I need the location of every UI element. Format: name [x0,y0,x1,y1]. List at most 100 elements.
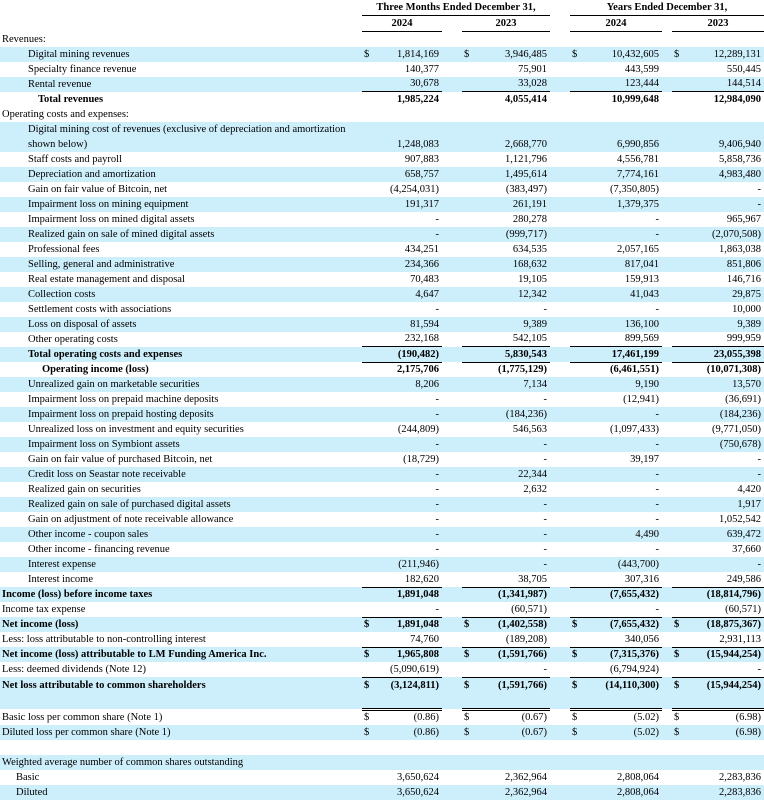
column-gap [550,362,571,377]
currency-symbol: $ [672,646,683,662]
currency-symbol [462,557,472,572]
column-gap [442,632,462,647]
column-gap [662,677,673,709]
currency-symbol [672,166,683,182]
column-gap [662,542,673,557]
table-row: Staff costs and payroll 907,883 1,121,796 4… [0,151,764,167]
currency-symbol [462,740,472,755]
currency-symbol [570,557,583,572]
value-cell: 634,535 [512,243,548,255]
value-cell: - [655,514,660,525]
value-cell: 168,632 [472,256,551,272]
currency-symbol [362,152,372,167]
period-header-row: Three Months Ended December 31, Years En… [0,0,764,16]
value-cell: 1,121,796 [505,153,548,165]
column-gap [662,709,673,725]
currency-symbol [462,452,472,467]
currency-symbol [362,602,372,617]
value-cell: 249,586 [726,573,762,585]
row-label: Loss on disposal of assets [0,316,362,332]
value-cell [682,740,764,755]
value-cell: 8,206 [372,377,442,392]
column-gap [442,377,462,392]
column-gap [662,587,673,602]
currency-symbol [672,316,683,332]
currency-symbol [570,602,582,617]
currency-symbol: $ [462,46,472,62]
value-cell: (6.98) [735,712,762,723]
column-gap [550,662,571,677]
currency-symbol [570,272,582,287]
currency-symbol [570,182,582,197]
value-cell [372,755,442,770]
column-gap [442,542,462,557]
row-label: Settlement costs with associations [28,303,172,315]
table-row: Specialty finance revenue 140,377 75,901 44… [0,61,764,77]
currency-symbol [362,166,372,182]
year-header-row: 2024 2023 2024 2023 [0,15,764,32]
currency-symbol: $ [570,725,583,740]
value-cell: 6,990,856 [582,121,663,152]
currency-symbol: $ [462,676,472,711]
column-gap [550,76,571,92]
column-gap [442,709,462,725]
value-cell: 3,650,624 [397,772,439,783]
value-cell: 74,760 [410,633,439,645]
row-label: Digital mining revenues [0,46,362,62]
currency-symbol [672,286,683,302]
column-gap [550,392,571,407]
column-gap [550,271,571,287]
table-row: Income (loss) before income taxes 1,891,0… [0,586,764,602]
value-cell: - [372,407,442,422]
value-cell: 2,283,836 [719,772,762,783]
currency-symbol [462,316,472,332]
column-gap [442,662,462,677]
currency-symbol [672,785,683,800]
column-gap [662,557,673,572]
value-cell: 4,983,480 [682,166,764,182]
column-gap [662,241,673,257]
column-gap [662,46,673,62]
value-cell: 9,190 [582,377,663,392]
currency-symbol [570,392,582,407]
value-cell: 12,289,131 [682,46,764,62]
column-gap [442,166,462,182]
currency-symbol [672,572,682,587]
currency-symbol [462,377,472,392]
column-gap [442,316,462,332]
value-cell: (6.98) [682,725,764,740]
currency-symbol [570,377,583,392]
value-cell: 965,967 [726,213,762,225]
value-cell: (1,775,129) [472,361,551,377]
currency-symbol [462,226,472,242]
column-gap [662,572,673,587]
value-cell: (18,729) [403,454,439,465]
column-gap [662,61,673,77]
table-row: Unrealized loss on investment and equity… [0,422,764,437]
currency-symbol [362,740,372,755]
column-gap [442,785,462,800]
years-header: Years Ended December 31, [570,0,764,16]
currency-symbol: $ [570,46,583,62]
column-gap [550,316,571,332]
column-gap [550,452,571,467]
row-label [0,740,362,755]
table-row: Diluted loss per common share (Note 1) $(… [0,725,764,740]
column-gap [442,286,462,302]
value-cell: 899,569 [624,333,660,344]
value-cell: - [655,544,660,555]
value-cell: 3,650,624 [372,785,442,800]
column-gap [442,497,462,512]
currency-symbol [462,755,472,770]
value-cell: - [757,183,762,195]
value-cell: 9,406,940 [682,121,764,152]
table-row: Basic loss per common share (Note 1) $ (0.… [0,709,764,725]
currency-symbol [462,467,472,482]
table-row: Less: deemed dividends (Note 12) (5,090,6… [0,662,764,677]
currency-symbol [570,785,583,800]
value-cell: (211,946) [372,557,442,572]
value-cell: 658,757 [372,166,442,182]
currency-symbol [362,332,372,347]
column-gap [662,31,673,47]
column-gap [442,241,462,257]
